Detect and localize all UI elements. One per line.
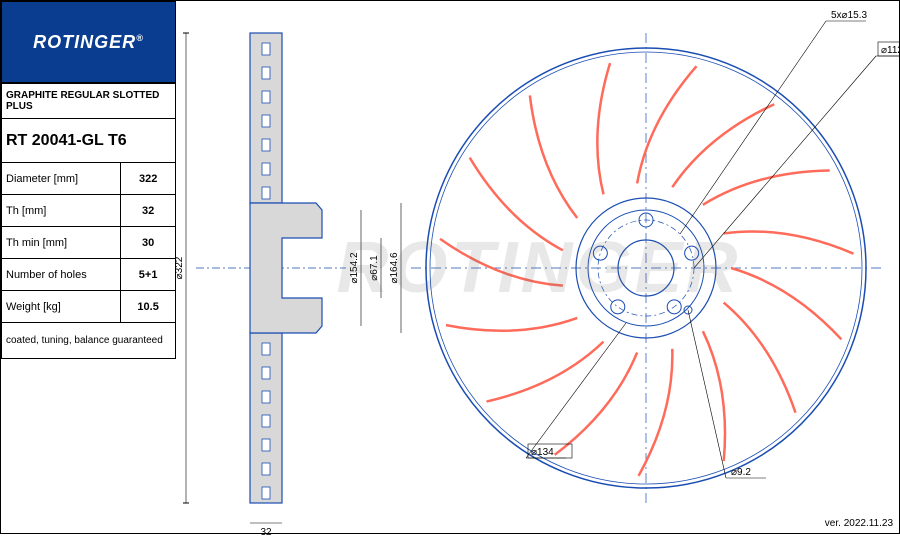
technical-drawing: ROTINGER ⌀322⌀154.2⌀67.1⌀164.632586.55x⌀… [176, 1, 900, 535]
footer-row: coated, tuning, balance guaranteed [2, 323, 176, 359]
series-name: GRAPHITE REGULAR SLOTTED PLUS [2, 84, 176, 119]
svg-text:⌀154.2: ⌀154.2 [349, 252, 360, 283]
spec-label: Th [mm] [2, 195, 121, 227]
spec-value: 5+1 [121, 259, 176, 291]
svg-text:⌀322: ⌀322 [176, 256, 185, 279]
svg-text:5x⌀15.3: 5x⌀15.3 [831, 10, 867, 21]
spec-label: Diameter [mm] [2, 163, 121, 195]
svg-text:⌀67.1: ⌀67.1 [369, 255, 380, 281]
spec-row: Weight [kg] 10.5 [2, 291, 176, 323]
part-number-row: RT 20041-GL T6 [2, 119, 176, 163]
spec-label: Number of holes [2, 259, 121, 291]
svg-text:⌀112: ⌀112 [881, 45, 900, 56]
spec-value: 10.5 [121, 291, 176, 323]
footer-note: coated, tuning, balance guaranteed [2, 323, 176, 359]
spec-label: Weight [kg] [2, 291, 121, 323]
spec-row: Diameter [mm] 322 [2, 163, 176, 195]
brand-logo: ROTINGER® [1, 1, 176, 83]
spec-row: Number of holes 5+1 [2, 259, 176, 291]
logo-text: ROTINGER® [33, 32, 144, 53]
svg-text:⌀134: ⌀134 [531, 447, 554, 458]
spec-table: GRAPHITE REGULAR SLOTTED PLUS RT 20041-G… [1, 83, 176, 359]
version-label: ver. 2022.11.23 [825, 518, 893, 529]
spec-value: 322 [121, 163, 176, 195]
svg-text:⌀9.2: ⌀9.2 [731, 467, 751, 478]
drawing-svg: ⌀322⌀154.2⌀67.1⌀164.632586.55x⌀15.3⌀112⌀… [176, 1, 900, 535]
spec-row: Th min [mm] 30 [2, 227, 176, 259]
part-number: RT 20041-GL T6 [2, 119, 176, 163]
spec-row: Th [mm] 32 [2, 195, 176, 227]
spec-value: 30 [121, 227, 176, 259]
series-row: GRAPHITE REGULAR SLOTTED PLUS [2, 84, 176, 119]
spec-label: Th min [mm] [2, 227, 121, 259]
svg-text:⌀164.6: ⌀164.6 [389, 252, 400, 283]
spec-value: 32 [121, 195, 176, 227]
